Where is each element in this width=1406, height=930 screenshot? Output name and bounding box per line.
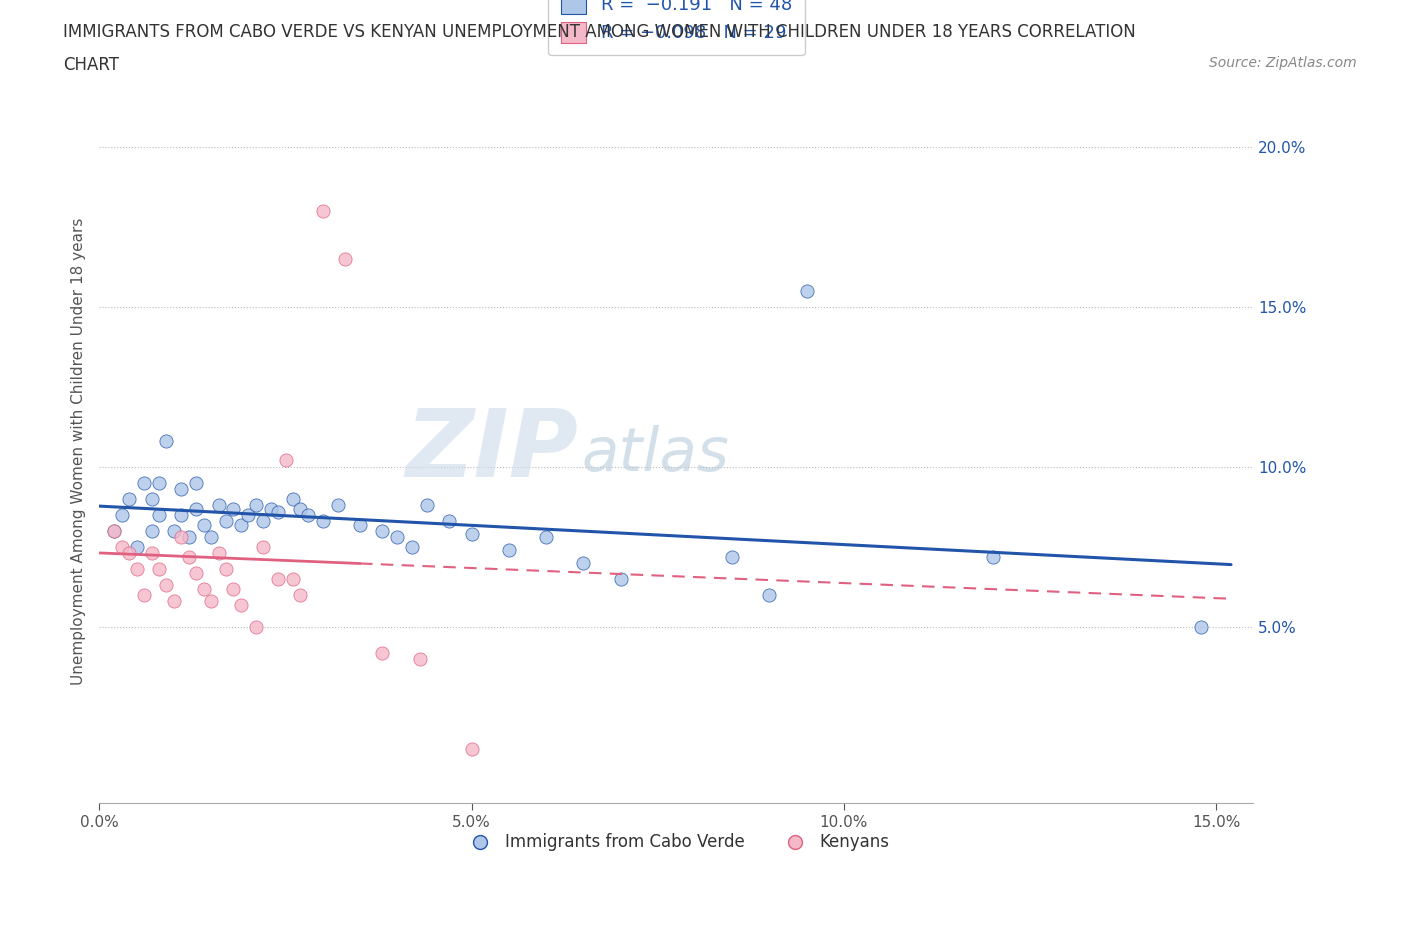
Point [222, 501, 245, 516]
Point [118, 546, 141, 561]
Point [460, 526, 482, 541]
Point [439, 514, 461, 529]
Point [215, 514, 238, 529]
Point [609, 572, 631, 587]
Point [148, 508, 170, 523]
Point [207, 498, 229, 512]
Point [118, 491, 141, 506]
Point [387, 530, 409, 545]
Point [371, 645, 394, 660]
Point [163, 594, 186, 609]
Point [312, 204, 335, 219]
Point [125, 562, 148, 577]
Point [981, 549, 1004, 564]
Point [498, 543, 520, 558]
Point [170, 530, 193, 545]
Point [245, 498, 267, 512]
Point [238, 508, 260, 523]
Point [125, 539, 148, 554]
Point [349, 517, 371, 532]
Point [141, 546, 163, 561]
Point [534, 530, 557, 545]
Point [758, 588, 780, 603]
Point [193, 517, 215, 532]
Text: IMMIGRANTS FROM CABO VERDE VS KENYAN UNEMPLOYMENT AMONG WOMEN WITH CHILDREN UNDE: IMMIGRANTS FROM CABO VERDE VS KENYAN UNE… [63, 23, 1136, 41]
Point [274, 453, 297, 468]
Point [141, 491, 163, 506]
Point [290, 501, 312, 516]
Point [186, 501, 208, 516]
Point [186, 475, 208, 490]
Point [267, 504, 290, 519]
Point [252, 514, 274, 529]
Point [132, 475, 155, 490]
Point [103, 524, 125, 538]
Point [796, 284, 818, 299]
Point [290, 588, 312, 603]
Point [416, 498, 439, 512]
Point [326, 498, 349, 512]
Point [103, 524, 125, 538]
Point [111, 539, 134, 554]
Point [170, 508, 193, 523]
Point [155, 434, 177, 449]
Point [163, 524, 186, 538]
Point [229, 517, 252, 532]
Point [371, 524, 394, 538]
Point [200, 594, 222, 609]
Point [333, 251, 356, 266]
Point [207, 546, 229, 561]
Point [177, 549, 200, 564]
Point [132, 588, 155, 603]
Text: ZIP: ZIP [405, 405, 578, 497]
Point [141, 524, 163, 538]
Point [193, 581, 215, 596]
Point [260, 501, 283, 516]
Y-axis label: Unemployment Among Women with Children Under 18 years: Unemployment Among Women with Children U… [72, 218, 86, 684]
Text: Source: ZipAtlas.com: Source: ZipAtlas.com [1209, 56, 1357, 70]
Point [186, 565, 208, 580]
Point [111, 508, 134, 523]
Point [222, 581, 245, 596]
Point [245, 619, 267, 634]
Point [252, 539, 274, 554]
Point [229, 597, 252, 612]
Point [148, 562, 170, 577]
Point [312, 514, 335, 529]
Point [267, 572, 290, 587]
Point [281, 491, 304, 506]
Point [1189, 619, 1212, 634]
Point [155, 578, 177, 592]
Point [281, 572, 304, 587]
Point [200, 530, 222, 545]
Point [572, 555, 595, 570]
Point [297, 508, 319, 523]
Point [170, 482, 193, 497]
Text: atlas: atlas [582, 425, 730, 484]
Text: CHART: CHART [63, 56, 120, 73]
Point [721, 549, 744, 564]
Point [215, 562, 238, 577]
Point [177, 530, 200, 545]
Point [408, 652, 430, 667]
Point [148, 475, 170, 490]
Legend: Immigrants from Cabo Verde, Kenyans: Immigrants from Cabo Verde, Kenyans [457, 827, 896, 858]
Point [401, 539, 423, 554]
Point [460, 741, 482, 756]
